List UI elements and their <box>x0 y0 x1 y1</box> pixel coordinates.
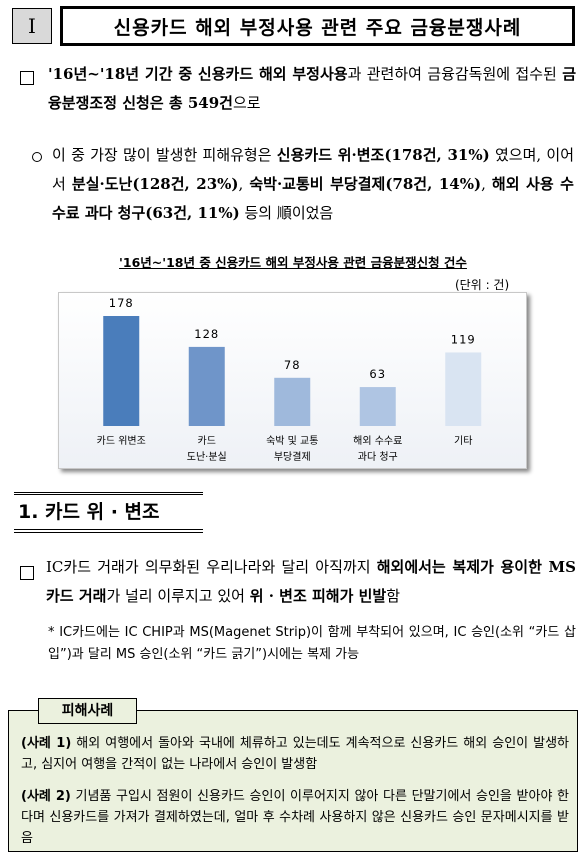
text-segment: 으로 <box>232 94 261 112</box>
text-segment: , <box>481 175 492 193</box>
square-bullet <box>20 71 34 85</box>
text-segment: 이 중 가장 많이 발생한 피해유형은 <box>52 146 277 164</box>
x-tick-label: 카드 위변조 <box>97 434 146 447</box>
text-segment: '16년~'18년 기간 중 신용카드 해외 부정사용 <box>48 65 348 83</box>
value-label: 119 <box>451 332 476 346</box>
chart-unit: (단위 : 건) <box>455 278 510 292</box>
text-segment: 금융분쟁조정 신청은 총 549건 <box>48 65 576 112</box>
paragraph: '16년~'18년 기간 중 신용카드 해외 부정사용과 관련하여 금융감독원에… <box>48 60 576 118</box>
paragraph: 이 중 가장 많이 발생한 피해유형은 신용카드 위·변조(178건, 31%)… <box>52 141 574 228</box>
bar <box>274 377 311 426</box>
bar <box>445 352 482 426</box>
text-segment: 였으며, 이어서 <box>52 146 575 193</box>
paragraph: IC카드 거래가 의무화된 우리나라와 달리 아직까지 해외에서는 복제가 용이… <box>46 553 576 611</box>
x-tick-label: 해외 수수료 <box>353 434 402 447</box>
x-tick-label: 카드 <box>198 435 216 447</box>
x-tick-label: 도난·분실 <box>187 451 227 463</box>
text-segment: 분실·도난(128건, 23%) <box>71 175 239 193</box>
square-bullet <box>20 566 34 580</box>
page-title: 신용카드 해외 부정사용 관련 주요 금융분쟁사례 <box>60 6 575 46</box>
x-tick-label: 숙박 및 교통 <box>266 435 318 447</box>
x-tick-label: 기타 <box>454 435 472 447</box>
text-segment: 신용카드 위·변조(178건, 31%) <box>276 146 490 164</box>
value-label: 178 <box>109 296 134 310</box>
text-segment: 해외 사용 수수료 과다 청구(63건, 11%) <box>52 175 574 222</box>
text-segment: 함 <box>386 587 401 605</box>
bar <box>103 316 140 426</box>
section-number: Ⅰ <box>12 8 52 44</box>
note: * IC카드에는 IC CHIP과 MS(Magenet Strip)이 함께 … <box>48 622 576 666</box>
case-label: (사례 1) <box>21 736 72 751</box>
circle-bullet <box>32 152 42 162</box>
text-segment: 숙박·교통비 부당결제(78건, 14%) <box>249 175 482 193</box>
bar <box>359 387 396 426</box>
text-segment: 해외에서는 복제가 용이한 MS카드 거래 <box>46 558 576 605</box>
text-segment: IC카드 거래가 의무화된 우리나라와 달리 아직까지 <box>46 558 377 576</box>
value-label: 63 <box>369 367 386 381</box>
case: (사례 1) 해외 여행에서 돌아와 국내에 체류하고 있는데도 계속적으로 신… <box>21 733 569 775</box>
note-marker: * <box>48 625 55 640</box>
case-label: (사례 2) <box>21 789 71 804</box>
chart-title: '16년~'18년 중 신용카드 해외 부정사용 관련 금융분쟁신청 건수 <box>119 255 467 270</box>
case-text: 해외 여행에서 돌아와 국내에 체류하고 있는데도 계속적으로 신용카드 해외 … <box>21 736 570 772</box>
text-segment: 위 · 변조 피해가 빈발 <box>249 587 387 605</box>
section-title: 1. 카드 위 · 변조 <box>14 492 203 533</box>
x-tick-label: 부당결제 <box>274 451 311 463</box>
case-box: (사례 1) 해외 여행에서 돌아와 국내에 체류하고 있는데도 계속적으로 신… <box>8 710 578 852</box>
note-text: IC카드에는 IC CHIP과 MS(Magenet Strip)이 함께 부착… <box>48 625 576 662</box>
text-segment: 등의 順이었음 <box>239 204 334 222</box>
bar <box>188 346 225 426</box>
case-box-label: 피해사례 <box>38 698 137 724</box>
value-label: 78 <box>284 358 301 372</box>
value-label: 128 <box>194 327 219 341</box>
x-tick-label: 과다 청구 <box>358 451 398 463</box>
text-segment: 과 관련하여 금융감독원에 접수된 <box>347 65 563 83</box>
text-segment: , <box>238 175 250 193</box>
case: (사례 2) 기념품 구입시 점원이 신용카드 승인이 이루어지지 않아 다른 … <box>21 786 569 849</box>
case-text: 기념품 구입시 점원이 신용카드 승인이 이루어지지 않아 다른 단말기에서 승… <box>21 789 569 846</box>
text-segment: 가 널리 이루지고 있어 <box>106 587 250 605</box>
